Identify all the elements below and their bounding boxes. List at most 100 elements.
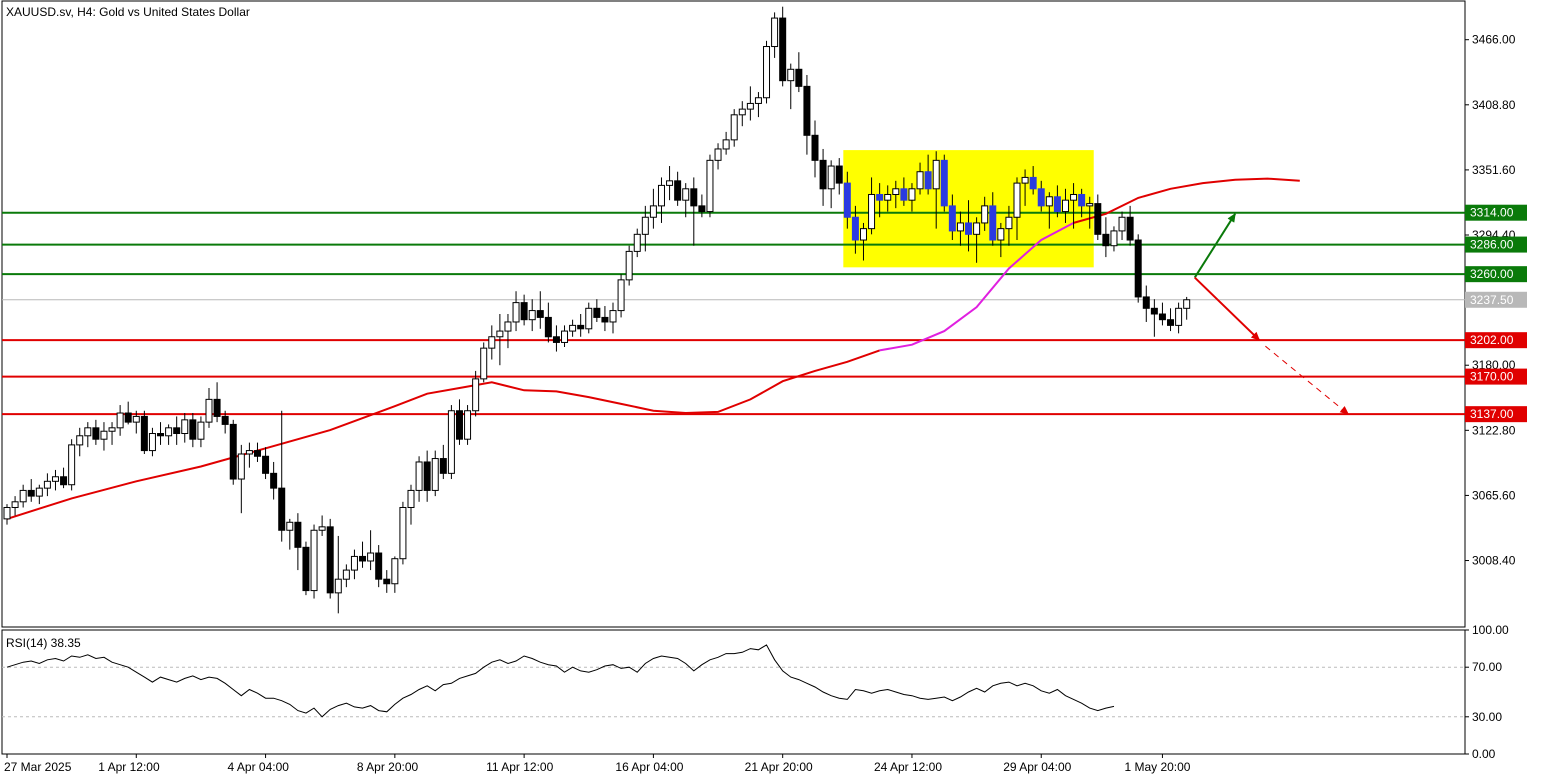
candle-body <box>1053 196 1061 213</box>
candle-body <box>359 555 367 562</box>
candle-body <box>649 205 657 218</box>
candle <box>625 245 633 286</box>
candle-body <box>1037 188 1045 207</box>
candle <box>617 274 625 318</box>
candle-body <box>1013 182 1021 218</box>
candle-body <box>124 412 132 423</box>
candle-body <box>1126 216 1134 241</box>
candle-body <box>641 216 649 235</box>
current-price-label: 3237.50 <box>1470 293 1514 307</box>
candle-body <box>787 68 795 82</box>
candle-body <box>350 555 358 571</box>
candle <box>835 158 843 195</box>
candle-body <box>763 46 771 99</box>
candle-body <box>1158 313 1166 321</box>
candle <box>11 496 19 516</box>
candle-body <box>795 68 803 87</box>
candle <box>108 422 116 445</box>
candle-body <box>35 487 43 497</box>
candle <box>948 194 956 241</box>
candle-body <box>464 410 472 440</box>
candle <box>819 148 827 206</box>
resistance-level-tag <box>1465 236 1527 253</box>
candle <box>892 180 900 209</box>
candle <box>245 442 253 468</box>
candle-body <box>326 526 334 594</box>
candle-body <box>997 228 1005 241</box>
candle <box>262 447 270 480</box>
candle-body <box>811 134 819 161</box>
resistance-level-label: 3260.00 <box>1470 267 1514 281</box>
candle-body <box>43 480 51 489</box>
candle <box>278 410 286 542</box>
candle <box>383 570 391 593</box>
candle <box>771 12 779 58</box>
candle <box>666 166 674 201</box>
candle-body <box>569 324 577 332</box>
candle-body <box>601 316 609 323</box>
candle <box>746 86 754 121</box>
rsi-tick-label: 70.00 <box>1472 660 1502 674</box>
bearish-projection-arrow <box>1194 276 1261 341</box>
candle <box>132 410 140 434</box>
candle-body <box>140 415 148 452</box>
candle <box>981 196 989 231</box>
candle <box>221 410 229 434</box>
candle <box>916 162 924 195</box>
candle-body <box>617 279 625 312</box>
candle <box>455 399 463 445</box>
candle <box>310 524 318 599</box>
candle <box>3 504 11 525</box>
candle <box>763 40 771 104</box>
candle-body <box>197 421 205 440</box>
candle <box>641 205 649 252</box>
candle-body <box>375 552 383 580</box>
candle-body <box>237 453 245 480</box>
candle-body <box>383 578 391 585</box>
candle <box>876 183 884 218</box>
rsi-tick-label: 30.00 <box>1472 710 1502 724</box>
candle <box>367 530 375 571</box>
candle-body <box>577 324 585 330</box>
candle <box>1110 226 1118 252</box>
candle-body <box>342 569 350 580</box>
candle-body <box>940 159 948 207</box>
candle <box>318 515 326 536</box>
candle-body <box>706 159 714 213</box>
x-tick-label: 11 Apr 12:00 <box>486 760 553 774</box>
candle <box>51 469 59 491</box>
candle <box>900 177 908 206</box>
candle <box>1053 185 1061 218</box>
candle-body <box>367 552 375 562</box>
candle-body <box>488 336 496 349</box>
candle-body <box>981 205 989 224</box>
candle-body <box>253 450 261 457</box>
candle-body <box>512 302 520 323</box>
candle-body <box>76 435 84 446</box>
candle-body <box>116 412 124 429</box>
candle-body <box>108 427 116 432</box>
candle-body <box>730 114 738 141</box>
candle-body <box>189 419 197 440</box>
candle-body <box>916 171 924 190</box>
candle <box>1142 285 1150 322</box>
candle-body <box>84 427 92 437</box>
candle <box>730 109 738 147</box>
candle-body <box>1167 319 1175 326</box>
candle-body <box>884 193 892 201</box>
candle <box>423 450 431 502</box>
candle-body <box>310 529 318 592</box>
x-tick-label: 27 Mar 2025 <box>4 760 72 774</box>
candle-body <box>165 427 173 437</box>
candle <box>609 302 617 334</box>
candle <box>1013 177 1021 241</box>
candle-body <box>1045 196 1053 207</box>
candle-body <box>1150 307 1158 315</box>
candle-body <box>415 461 423 491</box>
candle <box>35 484 43 505</box>
candle-body <box>496 330 504 338</box>
candle-body <box>520 302 528 321</box>
candle <box>1175 302 1183 334</box>
candle-body <box>286 521 294 531</box>
